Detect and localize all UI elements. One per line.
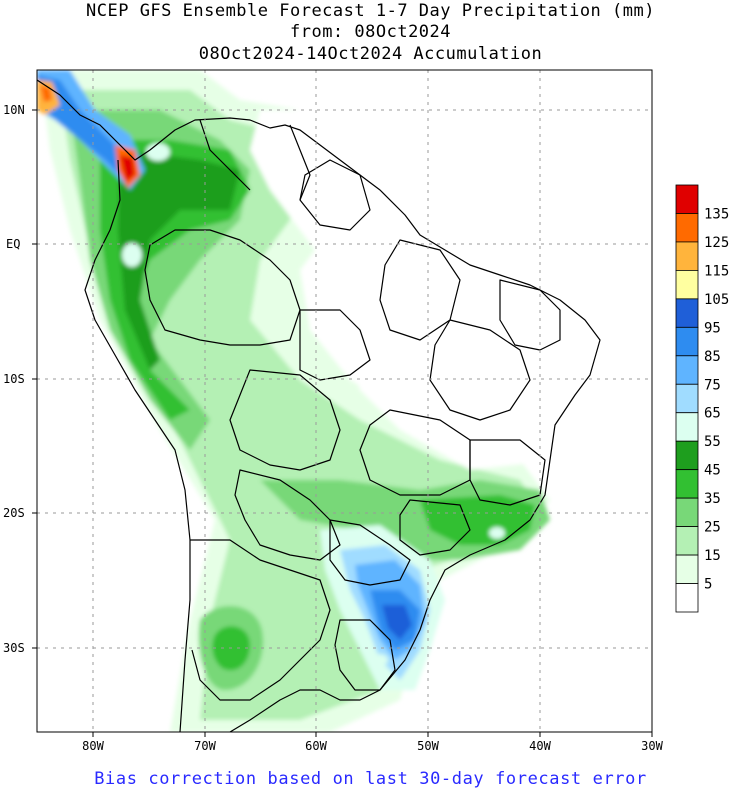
- legend-swatch: [675, 184, 699, 214]
- legend-label: 15: [704, 548, 721, 564]
- legend-swatch: [675, 497, 699, 527]
- map-title: NCEP GFS Ensemble Forecast 1-7 Day Preci…: [86, 1, 655, 21]
- lon-label: 70W: [194, 739, 216, 753]
- legend-swatch: [675, 298, 699, 328]
- legend-swatch: [675, 412, 699, 442]
- lat-label: 20S: [3, 506, 25, 520]
- lon-label: 60W: [305, 739, 327, 753]
- legend-swatch: [675, 583, 699, 613]
- legend-label: 135: [704, 206, 729, 222]
- lon-label: 40W: [529, 739, 551, 753]
- legend-swatch: [675, 383, 699, 414]
- legend-label: 45: [704, 463, 721, 479]
- legend-swatch: [675, 269, 699, 300]
- lon-label: 80W: [82, 739, 104, 753]
- legend-label: 105: [704, 292, 729, 308]
- lat-label: 30S: [3, 641, 25, 655]
- legend-label: 35: [704, 491, 721, 507]
- legend-label: 95: [704, 320, 721, 336]
- lon-label: 50W: [417, 739, 439, 753]
- lon-label: 30W: [641, 739, 663, 753]
- precipitation-field: [37, 70, 600, 732]
- lat-label: 10N: [3, 103, 25, 117]
- legend-label: 125: [704, 235, 729, 251]
- color-legend: 135 125 115 105 95 85 75 65 55 45 35 25 15 5: [675, 184, 729, 613]
- lat-label: EQ: [6, 237, 20, 251]
- bias-correction-note: Bias correction based on last 30-day for…: [94, 769, 647, 789]
- legend-label: 75: [704, 377, 721, 393]
- map-subtitle-accumulation: 08Oct2024-14Oct2024 Accumulation: [198, 44, 543, 64]
- lat-label: 10S: [3, 372, 25, 386]
- legend-label: 85: [704, 349, 721, 365]
- map-frame: [36, 69, 653, 733]
- legend-swatch: [675, 526, 699, 556]
- legend-swatch: [675, 469, 699, 499]
- legend-swatch: [675, 554, 699, 584]
- legend-label: 65: [704, 406, 721, 422]
- legend-swatch: [675, 440, 699, 471]
- legend-swatch: [675, 213, 699, 243]
- legend-label: 115: [704, 263, 729, 279]
- legend-swatch: [675, 326, 699, 357]
- map-grid: [37, 70, 652, 732]
- legend-label: 5: [704, 577, 712, 593]
- legend-label: 55: [704, 434, 721, 450]
- legend-swatch: [675, 355, 699, 385]
- map-subtitle-from: from: 08Oct2024: [289, 22, 452, 42]
- legend-swatch: [675, 241, 699, 271]
- legend-label: 25: [704, 520, 721, 536]
